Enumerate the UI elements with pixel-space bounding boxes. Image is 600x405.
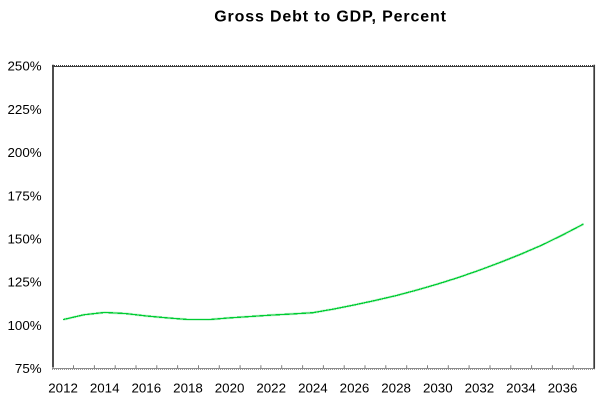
svg-text:2034: 2034 xyxy=(506,381,536,396)
svg-text:2022: 2022 xyxy=(256,381,286,396)
svg-text:225%: 225% xyxy=(8,102,42,117)
svg-text:2026: 2026 xyxy=(340,381,370,396)
svg-text:2030: 2030 xyxy=(423,381,453,396)
svg-text:Gross Debt to GDP, Percent: Gross Debt to GDP, Percent xyxy=(214,9,447,26)
svg-text:200%: 200% xyxy=(8,145,42,160)
svg-text:175%: 175% xyxy=(8,188,42,203)
svg-text:2016: 2016 xyxy=(131,381,161,396)
svg-text:125%: 125% xyxy=(8,275,42,290)
svg-text:100%: 100% xyxy=(8,318,42,333)
svg-text:2014: 2014 xyxy=(90,381,120,396)
svg-text:2032: 2032 xyxy=(465,381,495,396)
svg-text:2024: 2024 xyxy=(298,381,328,396)
svg-text:250%: 250% xyxy=(8,59,42,74)
svg-text:2028: 2028 xyxy=(381,381,411,396)
svg-text:75%: 75% xyxy=(15,361,42,376)
svg-text:2020: 2020 xyxy=(215,381,245,396)
svg-text:2018: 2018 xyxy=(173,381,203,396)
svg-text:2012: 2012 xyxy=(48,381,78,396)
svg-text:2036: 2036 xyxy=(548,381,578,396)
svg-text:150%: 150% xyxy=(8,232,42,247)
